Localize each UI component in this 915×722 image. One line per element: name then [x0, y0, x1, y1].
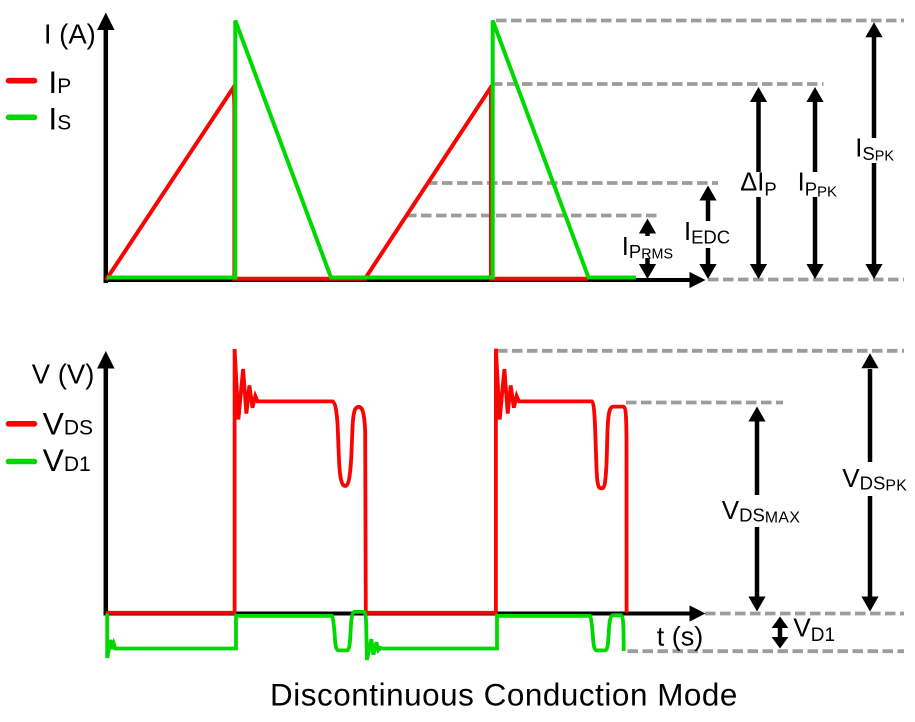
svg-text:I (A): I (A) — [44, 18, 96, 49]
svg-text:V (V): V (V) — [32, 359, 95, 390]
svg-text:IP: IP — [48, 64, 71, 100]
svg-text:Discontinuous Conduction Mode: Discontinuous Conduction Mode — [270, 678, 738, 713]
svg-text:t (s): t (s) — [657, 622, 704, 652]
